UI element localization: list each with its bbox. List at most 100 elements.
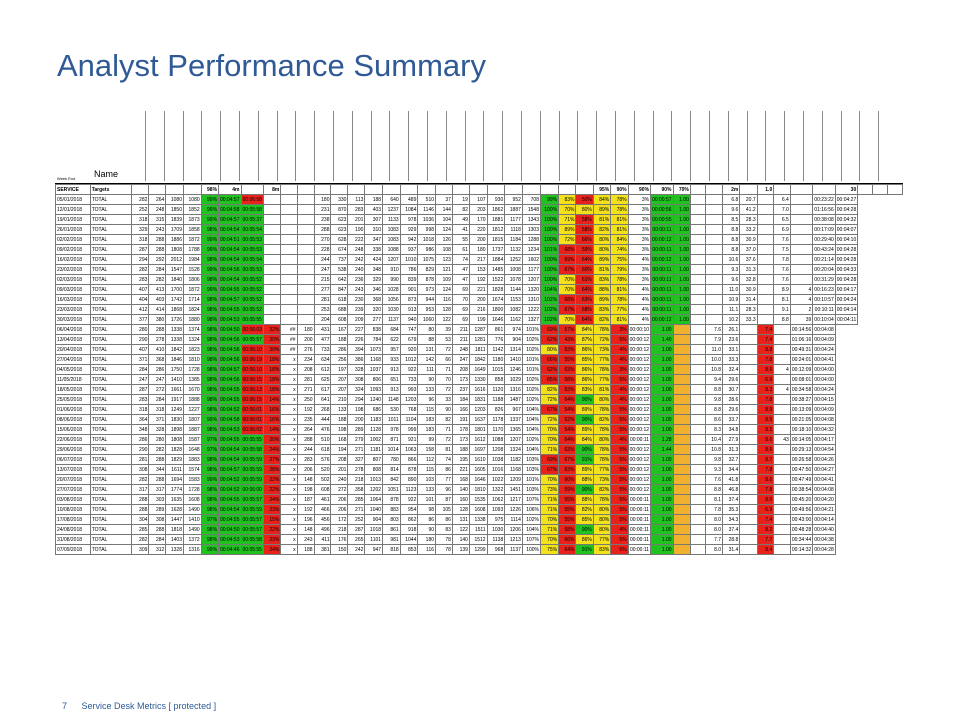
target-cell — [296, 184, 315, 195]
metric-cell: 00:06:02 — [240, 424, 264, 435]
metric-cell: 61 — [451, 244, 470, 255]
metric-cell — [773, 344, 791, 355]
metric-cell: 168 — [451, 474, 470, 485]
metric-cell: 371 — [148, 414, 167, 425]
metric-cell: 99% — [200, 264, 220, 275]
metric-cell — [773, 484, 791, 495]
metric-cell: 00:10:11 — [812, 304, 836, 315]
metric-cell: 281 — [296, 374, 315, 385]
metric-cell: 640 — [382, 194, 401, 205]
metric-cell: 98% — [200, 494, 220, 505]
metric-cell — [689, 214, 706, 225]
metric-cell — [689, 454, 706, 465]
metric-cell: 37.4 — [722, 524, 741, 535]
metric-cell: 404 — [131, 294, 150, 305]
metric-cell: 1162 — [504, 314, 523, 325]
metric-cell: 1637 — [468, 414, 488, 425]
metric-cell: 283 — [131, 274, 150, 285]
metric-cell: 858 — [486, 374, 506, 385]
metric-cell: 9.1 — [773, 304, 791, 315]
metric-cell: 1.28 — [650, 434, 674, 445]
metric-cell: 00:05:59 — [240, 454, 264, 465]
metric-cell: 1038 — [486, 454, 506, 465]
metric-cell: 64% — [558, 544, 577, 555]
metric-cell: x — [280, 364, 298, 375]
metric-cell: 200 — [296, 334, 315, 345]
metric-cell: 78% — [592, 494, 612, 505]
column-header — [145, 111, 156, 181]
metric-cell: 286 — [330, 344, 349, 355]
metric-cell: 58% — [575, 214, 594, 225]
metric-cell: 1829 — [165, 454, 184, 465]
name-cell: TOTAL — [89, 274, 133, 285]
metric-cell: 14% — [262, 394, 282, 405]
week-cell: 19/01/2018 — [55, 214, 91, 225]
metric-cell: 1322 — [486, 484, 506, 495]
metric-cell: 66 — [435, 354, 453, 365]
metric-cell: 78 — [435, 544, 453, 555]
metric-cell: 1858 — [183, 224, 202, 235]
metric-cell: 00:00:12 — [627, 414, 652, 425]
metric-cell: 11.0 — [722, 284, 741, 295]
metric-cell: 00:05:55 — [240, 434, 264, 445]
metric-cell: 1040 — [364, 504, 384, 515]
metric-cell: 00:00:11 — [627, 544, 652, 555]
metric-cell: 1337 — [504, 414, 523, 425]
column-header-band: Week End Name — [55, 103, 903, 184]
metric-cell: 288 — [296, 434, 315, 445]
metric-cell — [280, 194, 298, 205]
metric-cell — [756, 254, 775, 265]
metric-cell: 318 — [131, 214, 150, 225]
metric-cell: 00:04:57 — [218, 294, 242, 305]
metric-cell: 9.3 — [722, 264, 741, 275]
metric-cell: 00:04:57 — [218, 364, 242, 375]
metric-cell: 188 — [330, 414, 349, 425]
metric-cell: 00:31:29 — [812, 274, 836, 285]
metric-cell: 16% — [262, 414, 282, 425]
metric-cell: 1138 — [486, 534, 506, 545]
metric-cell — [672, 364, 691, 375]
metric-cell: 00:04:08 — [812, 324, 836, 335]
metric-cell: 00:04:57 — [218, 464, 242, 475]
metric-cell — [739, 334, 758, 345]
metric-cell: 8.1 — [773, 294, 791, 305]
metric-cell: 99% — [539, 194, 560, 205]
week-cell: 25/05/2018 — [55, 394, 91, 405]
metric-cell: 178 — [451, 424, 470, 435]
metric-cell: 99% — [200, 234, 220, 245]
metric-cell: 818 — [382, 544, 401, 555]
column-header — [709, 111, 720, 181]
metric-cell — [739, 544, 758, 555]
metric-cell: 68% — [575, 304, 594, 315]
metric-cell — [672, 394, 691, 405]
metric-cell: 231 — [313, 204, 332, 215]
metric-cell: 47 — [451, 264, 470, 275]
metric-cell: 197 — [330, 364, 349, 375]
metric-cell: 847 — [330, 284, 349, 295]
metric-cell: 243 — [296, 534, 315, 545]
metric-cell: 00:04:53 — [218, 314, 242, 325]
metric-cell: 208 — [296, 364, 315, 375]
metric-cell: 1338 — [468, 514, 488, 525]
metric-cell: 00:04:08 — [812, 484, 836, 495]
metric-cell: 922 — [399, 364, 419, 375]
metric-cell: 1512 — [468, 534, 488, 545]
metric-cell: 1227 — [183, 404, 202, 415]
metric-cell — [756, 314, 775, 325]
metric-cell: 1320 — [521, 284, 541, 295]
metric-cell: 371 — [131, 354, 150, 365]
metric-cell: 862 — [399, 514, 419, 525]
metric-cell: 52% — [558, 414, 577, 425]
week-cell: 20/07/2018 — [55, 474, 91, 485]
name-cell: TOTAL — [89, 514, 133, 525]
metric-cell: 1128 — [364, 424, 384, 435]
metric-cell: 3% — [627, 264, 652, 275]
metric-cell: 31.3 — [722, 444, 741, 455]
metric-cell — [672, 534, 691, 545]
target-cell — [812, 184, 836, 195]
metric-cell: 200 — [468, 294, 488, 305]
metric-cell: 284 — [148, 394, 167, 405]
table-row: 27/07/2018 TOTAL 317 317 1774 1728 98% 00:04:52… — [55, 484, 903, 495]
metric-cell: 244 — [313, 254, 332, 265]
metric-cell: 1.00 — [672, 264, 691, 275]
